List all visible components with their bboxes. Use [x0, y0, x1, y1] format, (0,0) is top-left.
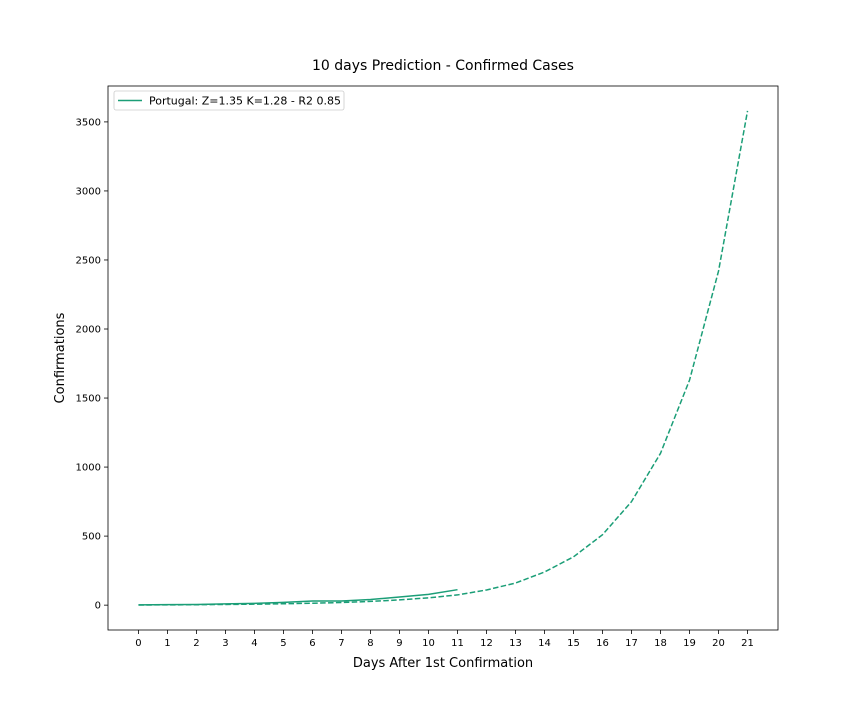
legend: Portugal: Z=1.35 K=1.28 - R2 0.85	[113, 90, 345, 111]
plot-area	[107, 85, 779, 631]
x-tick-label: 11	[451, 638, 464, 649]
x-tick-label: 13	[509, 638, 522, 649]
x-tick-label: 19	[683, 638, 696, 649]
x-tick-label: 7	[338, 638, 344, 649]
x-tick-label: 16	[596, 638, 609, 649]
legend-label: Portugal: Z=1.35 K=1.28 - R2 0.85	[149, 95, 341, 108]
x-tick-label: 20	[712, 638, 725, 649]
x-tick-label: 6	[309, 638, 315, 649]
x-tick-label: 12	[480, 638, 493, 649]
x-tick-label: 17	[625, 638, 638, 649]
y-tick-label: 500	[82, 532, 101, 543]
y-tick-label: 1500	[76, 394, 101, 405]
y-tick-label: 0	[95, 601, 101, 612]
x-tick-label: 0	[135, 638, 141, 649]
x-tick-label: 8	[367, 638, 373, 649]
x-tick-label: 3	[222, 638, 228, 649]
x-tick-label: 5	[280, 638, 286, 649]
y-axis-label: Confirmations	[53, 312, 68, 403]
x-tick-label: 9	[396, 638, 402, 649]
x-tick-label: 4	[251, 638, 257, 649]
x-tick-label: 15	[567, 638, 580, 649]
plot-frame	[107, 85, 779, 631]
y-tick-label: 2000	[76, 325, 101, 336]
y-tick-label: 3500	[76, 117, 101, 128]
y-tick-label: 1000	[76, 463, 101, 474]
y-tick-label: 2500	[76, 255, 101, 266]
x-tick-label: 18	[654, 638, 667, 649]
x-tick-label: 2	[193, 638, 199, 649]
x-axis-label: Days After 1st Confirmation	[353, 656, 533, 671]
y-tick-label: 3000	[76, 186, 101, 197]
legend-box	[113, 90, 345, 111]
y-axis: 0 500 1000 1500 2000 2500 3000 3500	[76, 117, 108, 612]
prediction-line	[138, 110, 749, 606]
actual-cases-line	[138, 588, 458, 606]
chart-title: 10 days Prediction - Confirmed Cases	[312, 58, 574, 74]
x-tick-label: 14	[538, 638, 551, 649]
x-tick-label: 10	[422, 638, 435, 649]
x-tick-label: 21	[741, 638, 754, 649]
series-layer	[138, 110, 749, 606]
x-axis: 0 1 2 3 4 5 6 7 8 9 10 11 12 13 14 15 16 17 18 19 20 21	[135, 630, 754, 649]
x-tick-label: 1	[164, 638, 170, 649]
